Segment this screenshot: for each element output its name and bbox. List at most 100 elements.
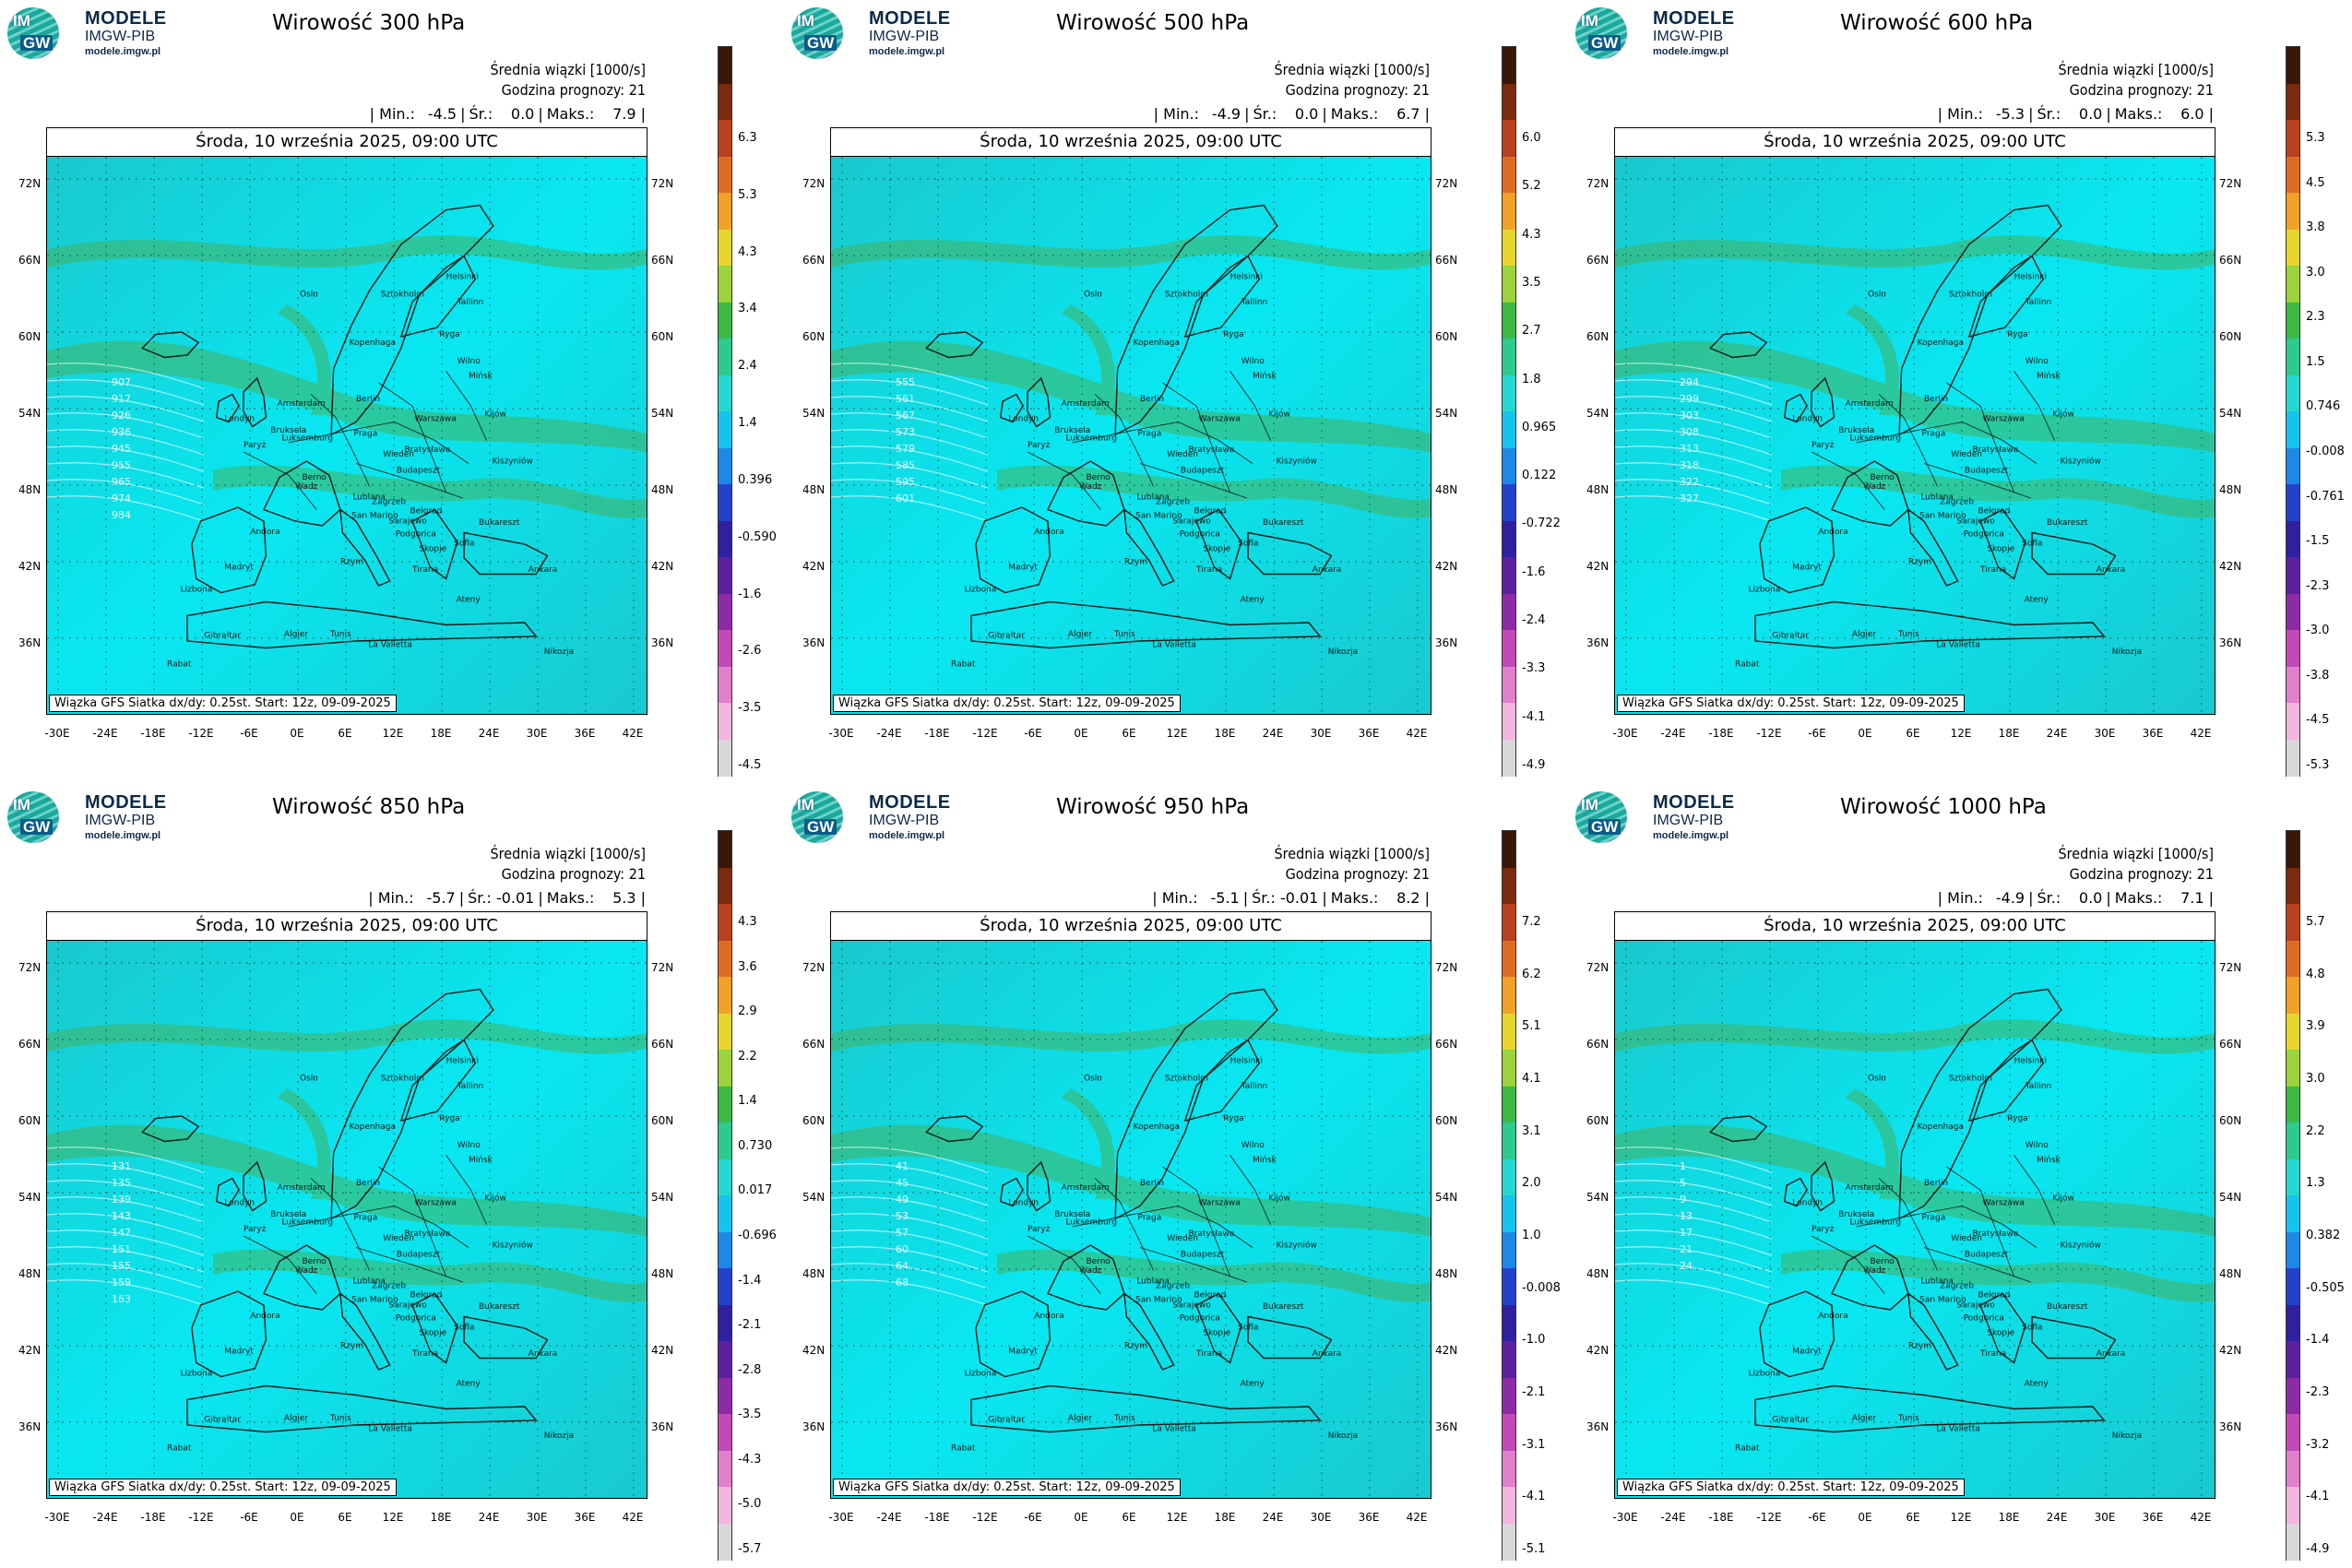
city-label: Ryga <box>439 1114 459 1123</box>
colorbar-swatch <box>719 193 731 230</box>
min-value: -5.7 <box>426 889 456 907</box>
city-label: Gibraltar <box>988 631 1025 640</box>
city-label: Paryż <box>1028 1225 1051 1234</box>
city-label: Madryt <box>1792 1348 1822 1357</box>
colorbar-tick-label: 2.0 <box>1522 1176 1541 1191</box>
city-label: Podgorica <box>1964 1313 2004 1323</box>
colorbar-tick-label: -1.4 <box>2306 1333 2330 1348</box>
city-label: Londyn <box>1792 1198 1823 1207</box>
min-label: Min.: <box>1947 889 1984 907</box>
colorbar-tick-label: -0.722 <box>1522 517 1561 531</box>
city-label: Lublana <box>352 1277 386 1286</box>
contour-label: 567 <box>896 410 915 422</box>
colorbar-swatch <box>2287 1086 2299 1123</box>
colorbar-tick-label: 3.0 <box>2306 1072 2325 1086</box>
lon-label: 36E <box>2142 727 2164 740</box>
lon-label: 36E <box>574 727 596 740</box>
brand-institute: IMGW-PIB <box>869 813 940 828</box>
city-label: Podgorica <box>1964 529 2004 539</box>
city-label: Berno <box>1870 473 1895 482</box>
city-label: Kiszyniów <box>2061 1241 2101 1251</box>
city-label: Tunis <box>1897 630 1919 639</box>
contour-label: 601 <box>896 493 915 505</box>
city-label: Ankara <box>529 1349 558 1359</box>
city-label: Bratysława <box>1972 1229 2018 1239</box>
colorbar-swatch <box>719 1013 731 1051</box>
logo-text: GW <box>1588 35 1621 51</box>
city-labels: Oslo Sztokholm Helsinki Tallinn Ryga Kopenhag… <box>1735 273 2142 670</box>
city-label: Bruksela <box>270 1210 306 1219</box>
city-label: San Marino <box>1135 511 1182 520</box>
forecast-panel: IM GW MODELE IMGW-PIB modele.imgw.pl Wirowość… <box>784 0 1568 784</box>
lon-label: 0E <box>1858 727 1872 740</box>
brand-name: MODELE <box>869 792 951 813</box>
max-label: Maks.: <box>546 889 595 907</box>
lat-label-left: 72N <box>1586 177 1610 190</box>
contour-label: 139 <box>112 1194 131 1206</box>
colorbar-swatch <box>1503 1231 1515 1269</box>
city-label: Lizbona <box>1749 1369 1781 1378</box>
lat-label-right: 42N <box>1435 560 1458 573</box>
lon-label: 42E <box>1406 727 1428 740</box>
lat-label-right: 36N <box>2219 636 2242 649</box>
city-label: Budapeszt <box>397 1251 441 1260</box>
colorbar-tick-label: -4.9 <box>2306 1542 2330 1556</box>
city-label: Wiedeń <box>1167 450 1198 459</box>
lon-label: 0E <box>1858 1511 1872 1524</box>
city-label: Helsinki <box>1230 273 1263 282</box>
logo-text: IM <box>13 796 30 814</box>
colorbar-swatch <box>1503 83 1515 121</box>
lat-label-left: 60N <box>18 1114 42 1127</box>
borders <box>1811 1155 2055 1294</box>
colorbar-tick-label: -4.1 <box>2306 1490 2330 1504</box>
contour-label: 907 <box>112 376 131 388</box>
city-label: Sztokholm <box>1165 1074 1208 1083</box>
contour-label: 308 <box>1680 426 1699 438</box>
isohypse-lines <box>831 362 989 522</box>
colorbar-tick-label: 2.2 <box>2306 1123 2325 1138</box>
city-label: Paryż <box>244 441 267 450</box>
lat-label-left: 48N <box>802 483 826 496</box>
colorbar-swatch <box>1503 411 1515 448</box>
lon-label: 36E <box>1358 1511 1380 1524</box>
contour-label: 561 <box>896 393 915 405</box>
colorbar-tick-label: 3.0 <box>2306 265 2325 279</box>
colorbar-swatch <box>2287 977 2299 1014</box>
contour-label: 1 <box>1680 1160 1686 1172</box>
lat-label-left: 36N <box>18 1420 42 1433</box>
contour-label: 143 <box>112 1210 131 1222</box>
lat-label-right: 42N <box>2219 560 2242 573</box>
colorbar-swatch <box>2287 1304 2299 1342</box>
lon-label: 18E <box>1998 1511 2020 1524</box>
city-label: Rabat <box>167 1444 192 1454</box>
city-label: Skopje <box>1987 545 2014 554</box>
lat-label-left: 72N <box>1586 961 1610 974</box>
city-label: Ankara <box>1313 565 1342 575</box>
city-label: Tirana <box>1979 1349 2006 1359</box>
colorbar-tick-label: -4.1 <box>1522 709 1546 724</box>
city-label: San Marino <box>1135 1295 1182 1304</box>
colorbar-tick-label: 5.1 <box>1522 1019 1541 1034</box>
city-label: Warszawa <box>1198 1198 1240 1207</box>
colorbar-tick-label: -2.3 <box>2306 1385 2330 1399</box>
lon-label: 6E <box>1906 1511 1920 1524</box>
colorbar-tick-label: -3.2 <box>2306 1437 2330 1452</box>
colorbar-swatch <box>1503 703 1515 740</box>
colorbar-tick-label: -5.7 <box>738 1542 762 1556</box>
contour-label: 155 <box>112 1260 131 1272</box>
lat-label-right: 48N <box>1435 1267 1458 1280</box>
colorbar-swatch <box>719 447 731 485</box>
colorbar-swatch <box>1503 1013 1515 1051</box>
city-label: Warszawa <box>1982 414 2024 423</box>
colorbar-tick-label: 1.4 <box>738 416 757 431</box>
colorbar-swatch <box>719 977 731 1014</box>
city-label: Kijów <box>1268 409 1290 419</box>
city-label: Wadz <box>1079 482 1102 492</box>
contour-label: 579 <box>896 443 915 455</box>
contour-label: 53 <box>896 1210 909 1222</box>
borders <box>1811 371 2055 510</box>
city-label: Bukareszt <box>2047 518 2088 528</box>
contour-label: 917 <box>112 393 131 405</box>
colorbar-swatch <box>719 1268 731 1305</box>
avg-label: Średnia wiązki [1000/s] <box>2058 845 2214 862</box>
